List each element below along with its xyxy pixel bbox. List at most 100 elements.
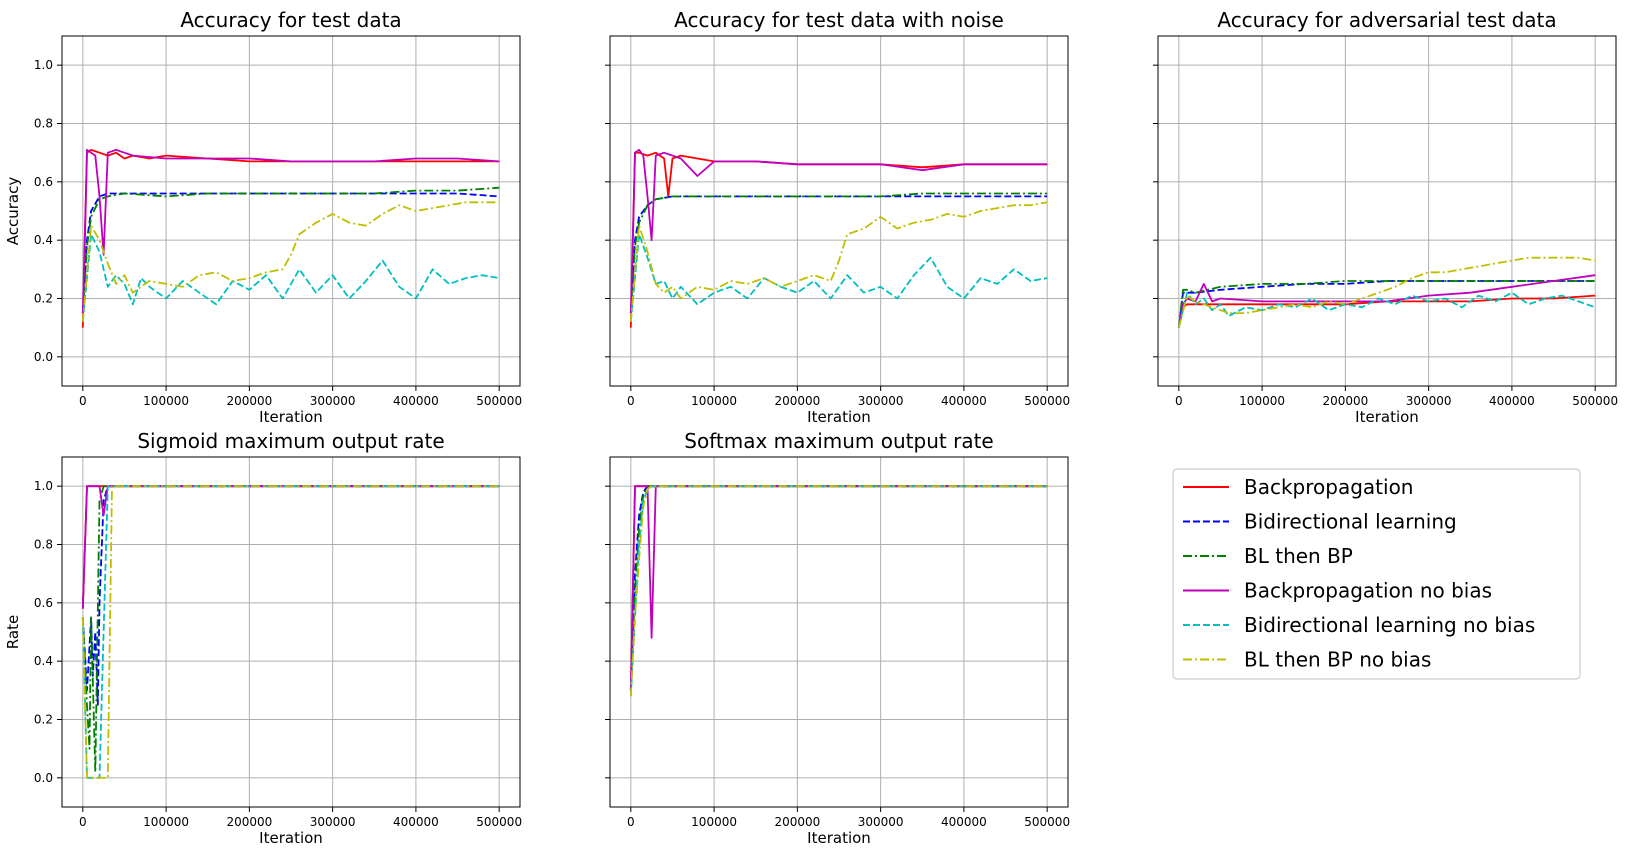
plots: 0 100000 200000 300000 400000 500000 0.0 0.2 0.4… (4, 8, 1618, 847)
subplot-title: Accuracy for test data with noise (674, 8, 1004, 32)
y-axis-label: Accuracy (4, 177, 22, 246)
subplot-3: 0 100000 200000 300000 400000 500000 Accuracy … (1153, 8, 1618, 426)
series-line-bidirectional-learning-no-bias (629, 485, 1048, 697)
series-line-backpropagation-no-bias (629, 148, 1048, 314)
legend-label: Backpropagation no bias (1244, 579, 1492, 603)
series-line-bidirectional-learning (1177, 280, 1596, 328)
y-tick-label: 0.4 (34, 654, 53, 668)
y-tick-label: 0.8 (34, 117, 53, 131)
y-tick-label: 0.4 (34, 233, 53, 247)
subplot-4: 0 100000 200000 300000 400000 500000 0.0 0.2 0.4… (4, 429, 522, 847)
y-tick-label: 1.0 (34, 58, 53, 72)
subplot-title: Softmax maximum output rate (684, 429, 993, 453)
y-tick-label: 0.2 (34, 292, 53, 306)
x-axis-label: Iteration (807, 829, 871, 847)
x-tick-label: 100000 (691, 815, 737, 829)
x-tick-label: 400000 (393, 394, 439, 408)
axes-frame (61, 456, 521, 808)
x-tick-label: 300000 (858, 394, 904, 408)
x-tick-label: 400000 (941, 394, 987, 408)
series-line-bl-then-bp (81, 186, 500, 314)
axes-frame (1157, 35, 1617, 387)
series-line-bl-then-bp-no-bias (629, 485, 1048, 697)
x-tick-label: 200000 (1322, 394, 1368, 408)
x-tick-label: 100000 (1239, 394, 1285, 408)
y-tick-label: 1.0 (34, 479, 53, 493)
series-line-bl-then-bp-no-bias (81, 201, 500, 322)
x-tick-label: 0 (79, 394, 87, 408)
x-tick-label: 500000 (476, 394, 522, 408)
x-tick-label: 300000 (1406, 394, 1452, 408)
x-tick-label: 200000 (226, 815, 272, 829)
y-tick-label: 0.6 (34, 596, 53, 610)
y-tick-label: 0.8 (34, 538, 53, 552)
y-tick-label: 0.0 (34, 771, 53, 785)
series-line-bl-then-bp-no-bias (629, 201, 1048, 322)
series-line-bl-then-bp-no-bias (1177, 256, 1596, 328)
series-line-bidirectional-learning (81, 192, 500, 314)
subplot-title: Accuracy for test data (180, 8, 401, 32)
series-group (81, 485, 500, 779)
x-tick-label: 400000 (1489, 394, 1535, 408)
subplot-5: 0 100000 200000 300000 400000 500000 Softmax m… (605, 429, 1070, 847)
subplot-title: Accuracy for adversarial test data (1217, 8, 1556, 32)
x-tick-label: 200000 (774, 815, 820, 829)
x-axis-label: Iteration (807, 408, 871, 426)
x-tick-label: 100000 (143, 815, 189, 829)
x-tick-label: 400000 (393, 815, 439, 829)
x-tick-label: 400000 (941, 815, 987, 829)
x-tick-label: 0 (1175, 394, 1183, 408)
legend-box (1172, 468, 1581, 680)
series-group (1177, 256, 1596, 328)
legend-label: Bidirectional learning (1244, 510, 1457, 534)
x-tick-label: 500000 (476, 815, 522, 829)
x-axis-label: Iteration (259, 829, 323, 847)
x-tick-label: 300000 (858, 815, 904, 829)
axes-frame (61, 35, 521, 387)
x-tick-label: 0 (79, 815, 87, 829)
legend-label: BL then BP (1244, 544, 1353, 568)
axes-frame (609, 456, 1069, 808)
series-line-backpropagation (629, 151, 1048, 328)
x-tick-label: 200000 (774, 394, 820, 408)
y-axis-label: Rate (4, 615, 22, 649)
series-line-bl-then-bp-no-bias (81, 485, 500, 779)
series-line-bl-then-bp (629, 192, 1048, 314)
x-tick-label: 100000 (143, 394, 189, 408)
legend-label: BL then BP no bias (1244, 648, 1431, 672)
legend-label: Backpropagation (1244, 475, 1413, 499)
series-line-bidirectional-learning-no-bias (81, 233, 500, 322)
y-tick-label: 0.0 (34, 350, 53, 364)
x-axis-label: Iteration (259, 408, 323, 426)
x-tick-label: 100000 (691, 394, 737, 408)
x-tick-label: 300000 (310, 394, 356, 408)
legend-label: Bidirectional learning no bias (1244, 613, 1535, 637)
series-line-bidirectional-learning-no-bias (629, 233, 1048, 322)
series-group (81, 148, 500, 328)
series-line-bidirectional-learning (629, 195, 1048, 314)
x-tick-label: 500000 (1024, 394, 1070, 408)
series-group (629, 485, 1048, 697)
x-tick-label: 300000 (310, 815, 356, 829)
x-tick-label: 500000 (1572, 394, 1618, 408)
x-tick-label: 0 (627, 394, 635, 408)
series-line-bl-then-bp (81, 485, 500, 773)
subplot-1: 0 100000 200000 300000 400000 500000 0.0 0.2 0.4… (4, 8, 522, 426)
x-axis-label: Iteration (1355, 408, 1419, 426)
series-line-bidirectional-learning (81, 485, 500, 706)
y-tick-label: 0.2 (34, 713, 53, 727)
legend: Backpropagation Bidirectional learning BL … (1172, 468, 1581, 680)
x-tick-label: 500000 (1024, 815, 1070, 829)
y-tick-label: 0.6 (34, 175, 53, 189)
series-line-backpropagation (1177, 294, 1596, 328)
subplot-title: Sigmoid maximum output rate (137, 429, 444, 453)
series-line-bl-then-bp (1177, 280, 1596, 328)
series-line-bidirectional-learning-no-bias (1177, 291, 1596, 328)
series-group (629, 148, 1048, 328)
subplot-2: 0 100000 200000 300000 400000 500000 Accuracy … (605, 8, 1070, 426)
x-tick-label: 0 (627, 815, 635, 829)
x-tick-label: 200000 (226, 394, 272, 408)
axes-frame (609, 35, 1069, 387)
